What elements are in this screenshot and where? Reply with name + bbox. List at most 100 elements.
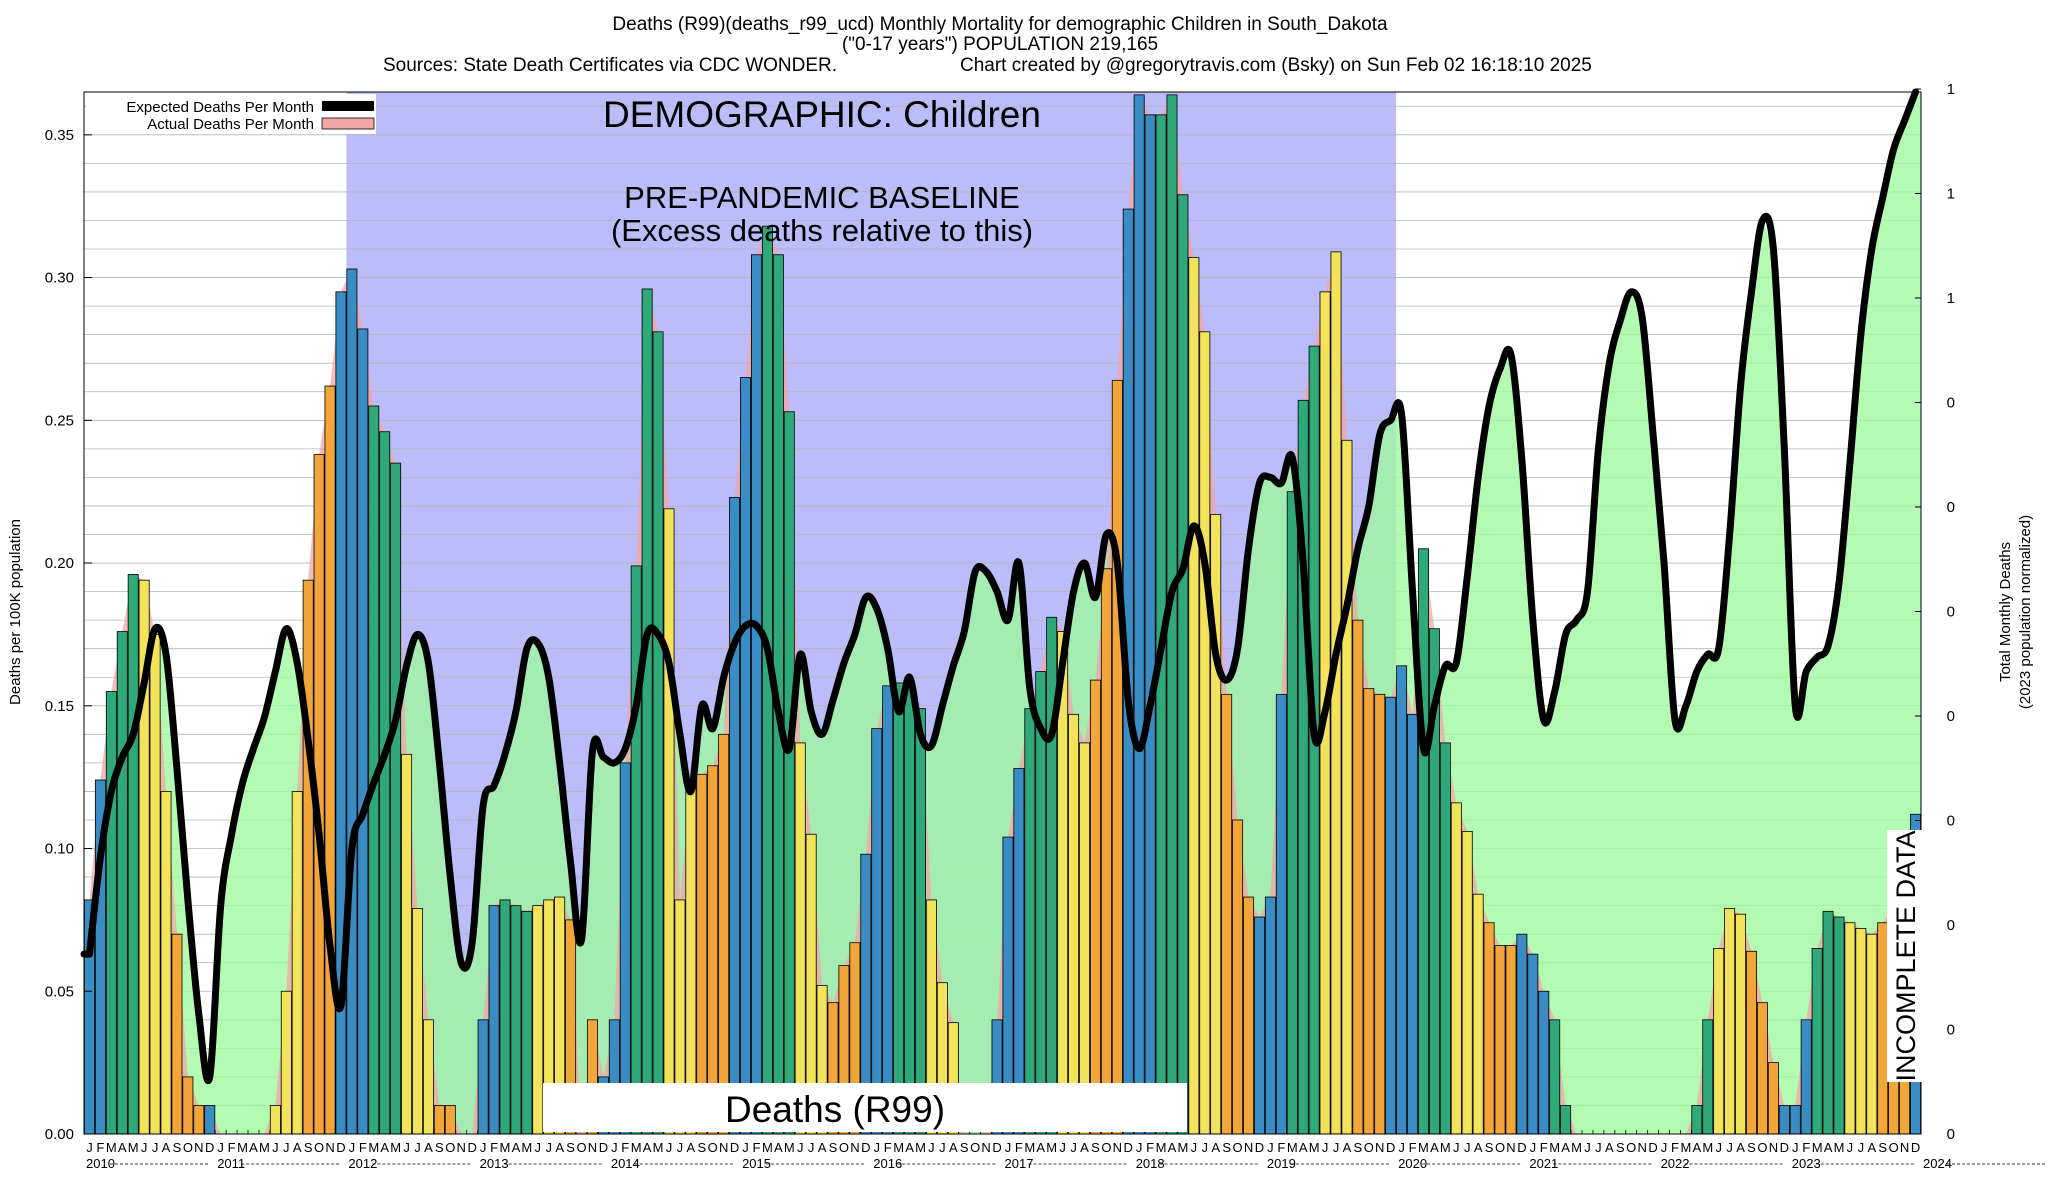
bar-2 (105, 691, 117, 1135)
month-label: D (730, 1140, 739, 1155)
month-label: M (1287, 1140, 1298, 1155)
bar-156 (1789, 1105, 1801, 1135)
month-label: D (992, 1140, 1001, 1155)
month-label: A (1474, 1140, 1483, 1155)
month-label: D (205, 1140, 214, 1155)
month-label: O (1364, 1140, 1374, 1155)
bar-125 (1450, 802, 1462, 1135)
right-tick-label: 0 (1947, 917, 1955, 934)
month-label: M (259, 1140, 270, 1155)
expected-line-layer (80, 88, 1920, 1084)
bar-115 (1341, 439, 1353, 1135)
month-label: A (774, 1140, 783, 1155)
bar-61 (751, 254, 762, 1135)
bar-10 (193, 1105, 205, 1135)
month-label: J (1322, 1140, 1329, 1155)
bar-53 (663, 508, 675, 1135)
month-label: M (1418, 1140, 1429, 1155)
bar-91 (1079, 742, 1090, 1135)
bar-124 (1439, 742, 1451, 1135)
bar-90 (1068, 713, 1080, 1135)
month-label: S (1222, 1140, 1231, 1155)
bar-75 (904, 685, 916, 1135)
bar-150 (1724, 908, 1736, 1135)
chart-credit: Chart created by @gregorytravis.com (Bsk… (960, 55, 1592, 76)
month-label: M (1309, 1140, 1320, 1155)
month-label: M (1571, 1140, 1582, 1155)
bar-20 (302, 579, 314, 1135)
bar-153 (1756, 1002, 1768, 1135)
month-label: M (1549, 1140, 1560, 1155)
year-label: 2024 (1923, 1156, 1952, 1171)
right-tick-label: 0 (1947, 1022, 1955, 1039)
month-label: O (970, 1140, 980, 1155)
bar-131 (1516, 933, 1528, 1135)
month-label: J (1858, 1140, 1865, 1155)
right-tick-label: 1 (1947, 81, 1955, 98)
month-label: J (874, 1140, 881, 1155)
bar-8 (171, 933, 183, 1135)
right-tick-label: 0 (1947, 604, 1955, 621)
month-label: A (1343, 1140, 1352, 1155)
month-label: F (1540, 1140, 1548, 1155)
month-label: M (1834, 1140, 1845, 1155)
month-label: J (611, 1140, 618, 1155)
month-label: O (1101, 1140, 1111, 1155)
month-label: S (1616, 1140, 1625, 1155)
month-label: J (1715, 1140, 1722, 1155)
month-label: A (905, 1140, 914, 1155)
bar-22 (324, 385, 336, 1135)
bar-57 (707, 765, 719, 1135)
month-label: O (1889, 1140, 1899, 1155)
month-label: N (1506, 1140, 1515, 1155)
month-label: S (1091, 1140, 1100, 1155)
legend-expected-swatch (322, 101, 374, 111)
bar-155 (1778, 1105, 1790, 1135)
month-label: J (283, 1140, 290, 1155)
month-label: A (293, 1140, 302, 1155)
bar-60 (740, 377, 752, 1135)
month-label: A (643, 1140, 652, 1155)
y-tick-label: 0.10 (45, 841, 74, 858)
month-label: N (981, 1140, 990, 1155)
month-label: F (884, 1140, 892, 1155)
bar-130 (1505, 945, 1517, 1135)
month-label: D (336, 1140, 345, 1155)
bar-58 (718, 733, 730, 1135)
legend-actual-swatch (321, 117, 375, 130)
month-label: J (480, 1140, 487, 1155)
bar-3 (116, 631, 128, 1135)
month-label: J (928, 1140, 935, 1155)
month-label: J (152, 1140, 159, 1155)
month-label: M (1440, 1140, 1451, 1155)
month-label: N (850, 1140, 859, 1155)
month-label: A (949, 1140, 958, 1155)
bar-117 (1363, 688, 1375, 1135)
bar-100 (1177, 194, 1189, 1135)
bar-55 (685, 782, 697, 1135)
month-label: S (829, 1140, 838, 1155)
month-label: D (1386, 1140, 1395, 1155)
month-label: J (1202, 1140, 1209, 1155)
demographic-label: DEMOGRAPHIC: Children (603, 94, 1041, 135)
bar-50 (630, 565, 642, 1135)
bar-51 (641, 288, 653, 1135)
bar-118 (1374, 693, 1386, 1135)
bar-149 (1713, 948, 1725, 1135)
month-label: M (915, 1140, 926, 1155)
month-label: O (1626, 1140, 1636, 1155)
month-label: F (1802, 1140, 1810, 1155)
month-label: O (708, 1140, 718, 1155)
month-label: F (1277, 1140, 1285, 1155)
month-label: N (1769, 1140, 1778, 1155)
month-label: A (818, 1140, 827, 1155)
month-label: M (631, 1140, 642, 1155)
actual-area (84, 94, 1921, 1135)
bar-38 (499, 899, 511, 1135)
year-label: 2020 (1398, 1156, 1427, 1171)
bar-7 (160, 791, 172, 1135)
bar-102 (1199, 331, 1211, 1135)
year-label: 2013 (480, 1156, 509, 1171)
